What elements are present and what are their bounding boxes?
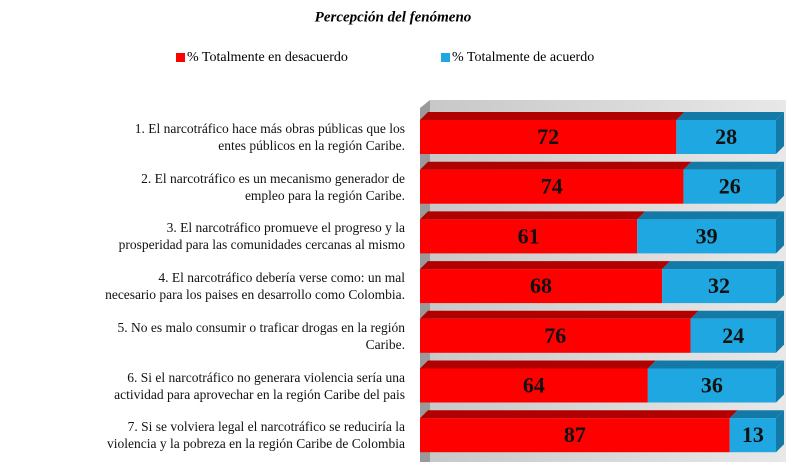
value-label: 87 xyxy=(564,422,586,447)
bar xyxy=(420,219,638,254)
legend-label: % Totalmente de acuerdo xyxy=(452,50,594,65)
category-label: 4. El narcotráfico debería verse como: u… xyxy=(105,270,405,303)
bar xyxy=(662,269,776,304)
chart-title: Percepción del fenómeno xyxy=(315,9,472,25)
bar-end xyxy=(776,261,784,304)
category-label: 3. El narcotráfico promueve el progreso … xyxy=(118,220,405,253)
category-label: 2. El narcotráfico es un mecanismo gener… xyxy=(141,170,405,203)
bar xyxy=(729,418,776,453)
bar-end xyxy=(776,360,784,403)
bar xyxy=(683,169,776,204)
value-label: 64 xyxy=(523,373,545,398)
value-label: 39 xyxy=(696,223,718,248)
bar xyxy=(420,368,648,403)
bar-top xyxy=(662,261,784,270)
value-label: 13 xyxy=(742,422,764,447)
value-label: 72 xyxy=(537,124,559,149)
value-label: 26 xyxy=(719,174,741,199)
bar xyxy=(637,219,776,254)
bar xyxy=(647,368,776,403)
bar-top xyxy=(647,360,784,369)
bar xyxy=(420,169,684,204)
legend-label: % Totalmente en desacuerdo xyxy=(187,50,348,65)
value-label: 61 xyxy=(518,223,540,248)
bar-end xyxy=(776,211,784,254)
bar xyxy=(420,269,663,304)
bar-end xyxy=(776,310,784,353)
bar xyxy=(420,120,677,154)
bar-top xyxy=(637,211,784,220)
bar-top xyxy=(420,211,646,220)
value-label: 32 xyxy=(708,273,730,298)
bar-top xyxy=(420,360,656,369)
value-label: 76 xyxy=(544,323,566,348)
category-label: 5. No es malo consumir o traficar drogas… xyxy=(117,319,405,352)
bar xyxy=(690,318,776,353)
bar-top xyxy=(676,112,784,120)
category-label: 7. Si se volviera legal el narcotráfico … xyxy=(106,419,405,452)
value-label: 28 xyxy=(715,124,737,149)
bar-top xyxy=(420,161,692,170)
bar-top xyxy=(690,310,784,319)
value-label: 36 xyxy=(701,373,723,398)
bar-top xyxy=(420,261,671,270)
bar xyxy=(676,120,776,154)
value-label: 24 xyxy=(722,323,744,348)
category-label: 6. Si el narcotráfico no generara violen… xyxy=(114,369,405,402)
value-label: 74 xyxy=(541,174,563,199)
bar-top xyxy=(729,410,784,419)
bar-end xyxy=(776,112,784,154)
bar-end xyxy=(776,161,784,204)
bar xyxy=(420,418,730,453)
bar-end xyxy=(776,410,784,453)
value-label: 68 xyxy=(530,273,552,298)
bar-top xyxy=(420,112,685,120)
bar-top xyxy=(420,310,699,319)
bar-top xyxy=(420,410,738,419)
legend-swatch xyxy=(441,53,450,62)
legend-swatch xyxy=(176,53,185,62)
bar-top xyxy=(683,161,784,170)
category-label: 1. El narcotráfico hace más obras públic… xyxy=(134,121,405,153)
bar xyxy=(420,318,691,353)
